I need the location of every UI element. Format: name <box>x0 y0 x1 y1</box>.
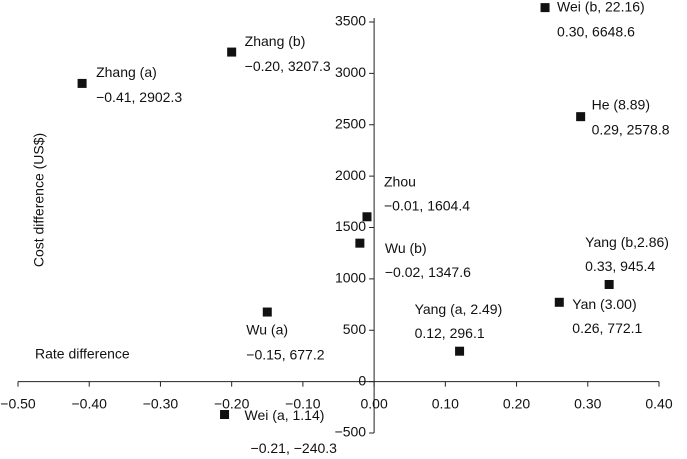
x-tick-label: −0.20 <box>214 395 250 411</box>
x-tick-label: −0.10 <box>285 395 321 411</box>
point <box>220 410 230 420</box>
point-name: He (8.89) <box>592 96 650 112</box>
point-name: Wei (a, 1.14) <box>245 407 325 423</box>
point-annotation: −0.02, 1347.6 <box>385 264 471 280</box>
point <box>262 307 272 317</box>
point-annotation: 0.30, 6648.6 <box>557 23 635 39</box>
y-tick-label: 1500 <box>335 218 366 234</box>
point-annotation: −0.01, 1604.4 <box>384 197 470 213</box>
point-name: Yan (3.00) <box>572 296 636 312</box>
point <box>576 112 586 122</box>
y-tick-label: 0 <box>358 372 366 388</box>
point-name: Wu (b) <box>385 240 427 256</box>
point <box>362 212 372 222</box>
x-tick-label: 0.40 <box>645 395 672 411</box>
point-name: Zhang (b) <box>245 33 306 49</box>
x-tick-label: 0.10 <box>432 395 459 411</box>
point-name: Zhou <box>384 173 416 189</box>
point <box>77 78 87 88</box>
x-tick-label: −0.30 <box>143 395 179 411</box>
point-annotation: 0.29, 2578.8 <box>592 121 670 137</box>
y-axis-title: Cost difference (US$) <box>31 133 47 267</box>
point-annotation: −0.41, 2902.3 <box>96 89 182 105</box>
point <box>540 3 550 13</box>
point-annotation: −0.15, 677.2 <box>246 347 324 363</box>
y-tick-label: 3000 <box>335 64 366 80</box>
point <box>604 279 614 289</box>
point-name: Wu (a) <box>246 322 288 338</box>
y-tick-label: 1000 <box>335 270 366 286</box>
y-tick-label: 2500 <box>335 115 366 131</box>
y-tick-label: 500 <box>343 321 367 337</box>
x-tick-label: 0.20 <box>503 395 530 411</box>
x-tick-label: −0.40 <box>72 395 108 411</box>
y-tick-label: 3500 <box>335 13 366 29</box>
point-name: Yang (b,2.86) <box>585 234 669 250</box>
x-tick-label: 0.30 <box>574 395 601 411</box>
point-name: Wei (b, 22.16) <box>557 0 645 14</box>
x-axis-title: Rate difference <box>35 346 130 362</box>
point <box>355 238 365 248</box>
y-tick-label: −500 <box>335 424 367 440</box>
point-name: Zhang (a) <box>96 64 157 80</box>
y-tick-label: 2000 <box>335 167 366 183</box>
x-tick-label: 0.00 <box>360 395 387 411</box>
point-name: Yang (a, 2.49) <box>415 301 503 317</box>
point <box>455 346 465 356</box>
point-annotation: 0.26, 772.1 <box>572 320 642 336</box>
point-annotation: −0.20, 3207.3 <box>245 58 331 74</box>
point <box>227 47 237 57</box>
point-annotation: −0.21, −240.3 <box>251 440 338 456</box>
point-annotation: 0.33, 945.4 <box>585 258 655 274</box>
x-tick-label: −0.50 <box>0 395 36 411</box>
point <box>554 297 564 307</box>
point-annotation: 0.12, 296.1 <box>415 325 485 341</box>
